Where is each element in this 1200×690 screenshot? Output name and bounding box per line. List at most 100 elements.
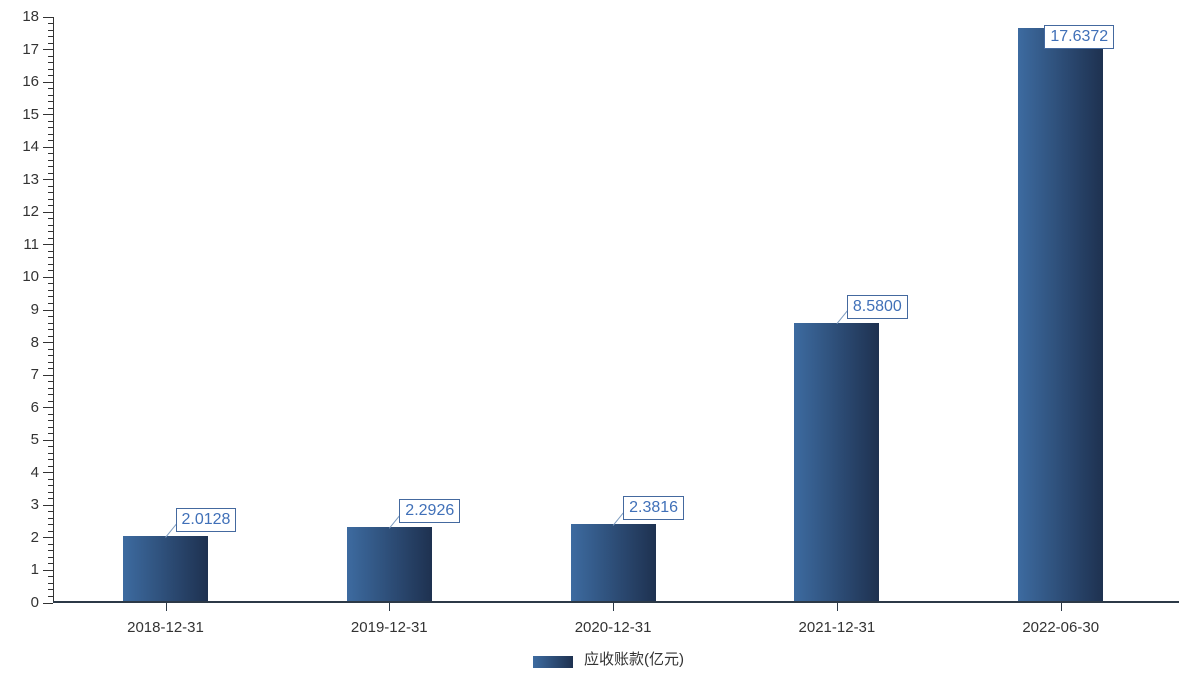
- y-minor-tick: [48, 413, 53, 415]
- value-label: 17.6372: [1044, 24, 1115, 49]
- y-minor-tick: [48, 400, 53, 402]
- y-minor-tick: [48, 420, 53, 422]
- y-major-tick: [43, 49, 53, 51]
- y-minor-tick: [48, 250, 53, 252]
- y-minor-tick: [48, 42, 53, 44]
- y-tick-label: 8: [30, 333, 39, 351]
- y-minor-tick: [48, 335, 53, 337]
- y-minor-tick: [48, 517, 53, 519]
- y-minor-tick: [48, 426, 53, 428]
- y-minor-tick: [48, 36, 53, 38]
- y-minor-tick: [48, 29, 53, 31]
- y-minor-tick: [48, 348, 53, 350]
- bar[interactable]: [570, 524, 656, 602]
- y-tick-label: 2: [30, 528, 39, 546]
- y-major-tick: [43, 276, 53, 278]
- y-major-tick: [43, 407, 53, 409]
- y-minor-tick: [48, 218, 53, 220]
- y-minor-tick: [48, 120, 53, 122]
- x-tick-label: 2018-12-31: [127, 619, 204, 636]
- bar[interactable]: [346, 527, 432, 602]
- x-tick-label: 2019-12-31: [350, 619, 428, 636]
- x-tick: [836, 603, 838, 611]
- x-tick: [1060, 603, 1062, 611]
- y-minor-tick: [48, 530, 53, 532]
- y-minor-tick: [48, 198, 53, 200]
- y-major-tick: [43, 472, 53, 474]
- y-minor-tick: [48, 88, 53, 90]
- y-tick-label: 1: [30, 561, 39, 579]
- y-minor-tick: [48, 582, 53, 584]
- y-major-tick: [43, 16, 53, 18]
- y-minor-tick: [48, 62, 53, 64]
- x-tick: [613, 603, 615, 611]
- legend-item[interactable]: 应收账款(亿元): [533, 650, 684, 670]
- y-tick-label: 16: [22, 73, 39, 91]
- y-minor-tick: [48, 283, 53, 285]
- y-minor-tick: [48, 205, 53, 207]
- bar[interactable]: [123, 536, 208, 602]
- y-tick-label: 12: [22, 203, 39, 221]
- y-major-tick: [43, 309, 53, 311]
- y-minor-tick: [48, 107, 53, 109]
- y-minor-tick: [48, 329, 53, 331]
- y-minor-tick: [48, 491, 53, 493]
- y-minor-tick: [48, 361, 53, 363]
- y-major-tick: [43, 81, 53, 83]
- y-major-tick: [43, 211, 53, 213]
- bar[interactable]: [794, 322, 880, 602]
- y-minor-tick: [48, 394, 53, 396]
- y-tick-label: 13: [22, 170, 39, 188]
- y-minor-tick: [48, 302, 53, 304]
- x-tick: [165, 603, 167, 611]
- y-minor-tick: [48, 459, 53, 461]
- y-minor-tick: [48, 381, 53, 383]
- y-minor-tick: [48, 524, 53, 526]
- x-tick-label: 2020-12-31: [574, 619, 652, 636]
- y-minor-tick: [48, 316, 53, 317]
- y-minor-tick: [48, 595, 53, 597]
- y-minor-tick: [48, 224, 53, 226]
- y-tick-label: 18: [22, 8, 39, 25]
- y-major-tick: [43, 146, 53, 148]
- x-tick-label: 2022-06-30: [1022, 619, 1100, 636]
- y-minor-tick: [48, 485, 53, 487]
- y-minor-tick: [48, 159, 53, 161]
- y-tick-label: 7: [30, 366, 39, 384]
- y-minor-tick: [48, 257, 53, 259]
- y-minor-tick: [48, 368, 53, 370]
- y-minor-tick: [48, 478, 53, 480]
- y-minor-tick: [48, 433, 53, 435]
- y-minor-tick: [48, 101, 53, 103]
- bar[interactable]: [1018, 27, 1104, 602]
- y-minor-tick: [48, 498, 53, 500]
- y-major-tick: [43, 569, 53, 571]
- y-minor-tick: [48, 172, 53, 174]
- y-major-tick: [43, 537, 53, 539]
- y-minor-tick: [48, 563, 53, 565]
- y-axis-line: [53, 17, 54, 603]
- y-tick-label: 10: [22, 268, 39, 286]
- y-minor-tick: [48, 289, 53, 291]
- y-minor-tick: [48, 185, 53, 187]
- y-minor-tick: [48, 589, 53, 591]
- y-tick-label: 4: [30, 463, 39, 481]
- y-major-tick: [43, 342, 53, 344]
- y-tick-label: 17: [22, 40, 39, 58]
- legend-label: 应收账款(亿元): [584, 651, 684, 668]
- y-major-tick: [43, 179, 53, 181]
- y-minor-tick: [48, 465, 53, 467]
- y-minor-tick: [48, 192, 53, 194]
- y-major-tick: [43, 439, 53, 441]
- y-minor-tick: [48, 446, 53, 448]
- y-tick-label: 14: [22, 138, 39, 156]
- y-minor-tick: [48, 576, 53, 578]
- y-minor-tick: [48, 263, 53, 265]
- y-minor-tick: [48, 140, 53, 142]
- y-minor-tick: [48, 68, 53, 70]
- y-minor-tick: [48, 55, 53, 57]
- y-tick-label: 5: [30, 431, 39, 449]
- value-label: 2.2926: [399, 499, 461, 524]
- y-minor-tick: [48, 543, 53, 545]
